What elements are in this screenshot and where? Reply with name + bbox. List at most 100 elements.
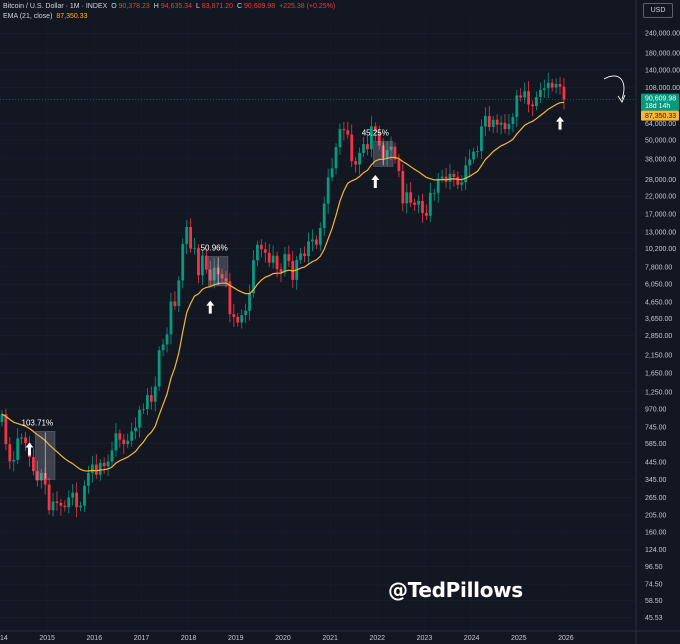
candle-body	[256, 244, 259, 261]
y-tick-label: 17,000.00	[645, 211, 676, 218]
y-tick-label: 45.53	[645, 615, 663, 622]
y-tick-label: 58.50	[645, 598, 663, 605]
candle-body	[43, 472, 47, 485]
candle-body	[142, 409, 145, 410]
candle-body	[4, 414, 8, 445]
candle-body	[271, 255, 275, 263]
candle-body	[157, 350, 161, 387]
candle-body	[114, 433, 118, 451]
candle-body	[354, 161, 358, 165]
y-tick-label: 1,250.00	[645, 389, 672, 396]
last-price-tag	[641, 93, 679, 111]
watermark: @TedPillows	[388, 578, 523, 602]
candle-body	[538, 89, 542, 97]
candle-body	[55, 501, 59, 503]
candle-body	[409, 192, 413, 203]
up-arrow-icon	[206, 300, 215, 314]
candle-body	[452, 173, 456, 177]
candle-body	[275, 255, 279, 270]
candle-body	[24, 437, 27, 443]
y-tick-label: 13,000.00	[645, 230, 676, 237]
candle-body	[350, 134, 354, 162]
candle-body	[138, 409, 141, 428]
candle-body	[197, 247, 200, 276]
candle-body	[118, 433, 122, 440]
x-tick-label: 2014	[0, 635, 8, 642]
candle-body	[102, 462, 106, 467]
x-tick-label: 2026	[558, 635, 574, 642]
candle-body	[200, 255, 204, 276]
y-tick-label: 240,000.00	[645, 31, 680, 38]
candle-body	[106, 461, 110, 467]
candle-body	[397, 159, 401, 172]
y-tick-label: 22,000.00	[645, 194, 676, 201]
y-tick-label: 4,650.00	[645, 300, 672, 307]
candle-body	[51, 501, 55, 511]
candle-body	[480, 126, 483, 152]
candle-body	[98, 462, 102, 475]
candle-body	[12, 459, 16, 462]
candle-body	[483, 115, 487, 127]
candle-body	[283, 254, 287, 273]
candle-body	[448, 173, 452, 182]
candle-body	[550, 82, 554, 88]
candle-body	[369, 126, 373, 150]
y-tick-label: 140,000.00	[645, 67, 680, 74]
candle-body	[208, 269, 212, 281]
candle-body	[279, 269, 283, 273]
candle-body	[59, 502, 63, 506]
candle-body	[16, 438, 20, 460]
candle-body	[0, 414, 4, 423]
x-tick-label: 2018	[181, 635, 197, 642]
candle-body	[436, 178, 440, 193]
candle-body	[240, 315, 244, 323]
ema-price-value: 87,350.33	[645, 113, 676, 120]
currency-button[interactable]: USD	[643, 3, 673, 18]
candle-body	[527, 91, 530, 105]
candle-body	[67, 497, 71, 508]
candle-body	[377, 131, 381, 146]
candle-body	[126, 440, 130, 445]
x-tick-label: 2017	[134, 635, 150, 642]
candle-body	[456, 176, 460, 185]
y-tick-label: 2,850.00	[645, 333, 672, 340]
candle-body	[334, 147, 338, 169]
candle-body	[322, 203, 326, 228]
candle-body	[299, 253, 303, 260]
candle-body	[413, 202, 417, 205]
x-tick-label: 2015	[39, 635, 55, 642]
ema-legend-value: 87,350.33	[56, 13, 88, 20]
candle-body	[531, 104, 534, 107]
y-tick-label: 108,000.00	[645, 85, 680, 92]
candle-body	[204, 255, 208, 270]
candle-body	[303, 253, 306, 257]
move-percent-label: 50.96%	[201, 243, 228, 252]
x-tick-label: 2019	[228, 635, 244, 642]
close-value: 90,609.98	[244, 3, 276, 10]
candle-body	[472, 151, 475, 160]
candle-body	[428, 192, 432, 216]
candle-body	[161, 344, 165, 351]
y-tick-label: 745.00	[645, 425, 667, 432]
y-tick-label: 124.00	[645, 547, 667, 554]
y-tick-label: 7,800.00	[645, 264, 672, 271]
candle-body	[432, 192, 436, 194]
candle-body	[79, 505, 82, 508]
y-tick-label: 585.00	[645, 441, 667, 448]
candle-body	[169, 301, 173, 335]
candle-body	[39, 472, 43, 481]
candle-body	[373, 126, 377, 132]
candle-body	[326, 177, 330, 204]
candle-body	[248, 293, 251, 311]
ema-line	[1, 101, 565, 472]
candle-body	[287, 254, 291, 262]
candle-body	[189, 227, 193, 249]
move-percent-label: 45.25%	[362, 129, 389, 138]
low-value: 83,871.20	[201, 3, 233, 10]
candle-body	[177, 280, 181, 306]
candle-body	[267, 252, 271, 263]
candle-body	[346, 130, 350, 135]
projection-arrowhead	[617, 94, 626, 103]
close-label: C	[236, 3, 243, 10]
